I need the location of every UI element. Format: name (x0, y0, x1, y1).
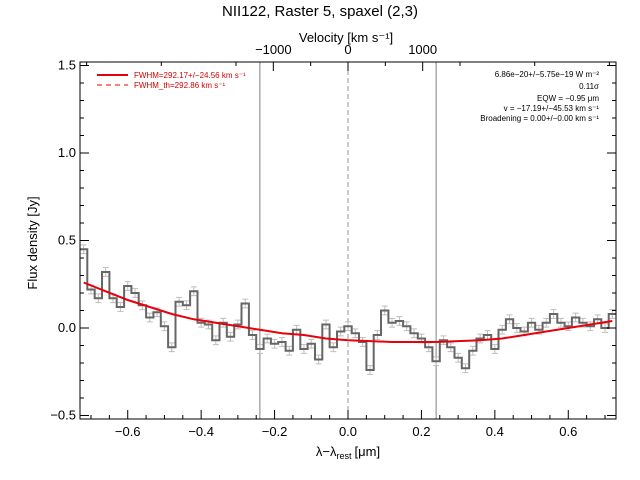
x-tick-label: −0.6 (115, 424, 141, 439)
y-axis-label: Flux density [Jy] (25, 196, 40, 289)
annotation-broadening: Broadening = 0.00+/−0.00 km s⁻¹ (480, 114, 599, 123)
chart-title: NII122, Raster 5, spaxel (2,3) (222, 3, 418, 20)
x-axis-label-unit: [μm] (355, 444, 381, 459)
velocity-tick-label: −1000 (255, 42, 292, 57)
axis-ticks: −0.6 −0.4 −0.2 0.0 0.2 0.4 0.6 −0.5 0.0 0.5 1.0 1.5… (50, 42, 616, 439)
x-tick-label: 0.4 (486, 424, 504, 439)
y-tick-label: 0.0 (58, 320, 76, 335)
x-tick-label: 0.2 (412, 424, 430, 439)
y-tick-label: 1.5 (58, 58, 76, 73)
annotation-significance: 0.11σ (579, 82, 599, 91)
y-tick-label: −0.5 (50, 408, 76, 423)
plot-area (80, 62, 616, 419)
legend-label-theoretical: FWHM_th=292.86 km s⁻¹ (134, 81, 225, 90)
x-tick-label: −0.2 (262, 424, 288, 439)
x-axis-label-main: λ−λ (316, 444, 337, 459)
y-tick-label: 1.0 (58, 145, 76, 160)
top-axis-label: Velocity [km s⁻¹] (299, 30, 393, 45)
annotation-flux: 6.86e−20+/−5.75e−19 W m⁻² (495, 70, 600, 79)
x-axis-label: λ−λrest [μm] (316, 444, 380, 461)
gaussian-fit-curve (83, 281, 613, 343)
legend-label-fit: FWHM=292.17+/−24.56 km s⁻¹ (134, 71, 246, 80)
x-tick-label: 0.6 (559, 424, 577, 439)
y-tick-label: 0.5 (58, 233, 76, 248)
annotation-eqw: EQW = −0.95 μm (537, 94, 599, 103)
legend: FWHM=292.17+/−24.56 km s⁻¹ FWHM_th=292.8… (97, 71, 246, 90)
velocity-tick-label: 0 (344, 42, 351, 57)
fit-annotations: 6.86e−20+/−5.75e−19 W m⁻² 0.11σ EQW = −0… (480, 70, 599, 123)
x-tick-label: −0.4 (188, 424, 214, 439)
x-axis-label-sub: rest (337, 451, 353, 461)
x-tick-label: 0.0 (339, 424, 357, 439)
velocity-tick-label: 1000 (408, 42, 437, 57)
annotation-velocity: v = −17.19+/−45.53 km s⁻¹ (504, 104, 600, 113)
spectrum-step-line (80, 248, 616, 371)
plot-frame (79, 61, 617, 420)
